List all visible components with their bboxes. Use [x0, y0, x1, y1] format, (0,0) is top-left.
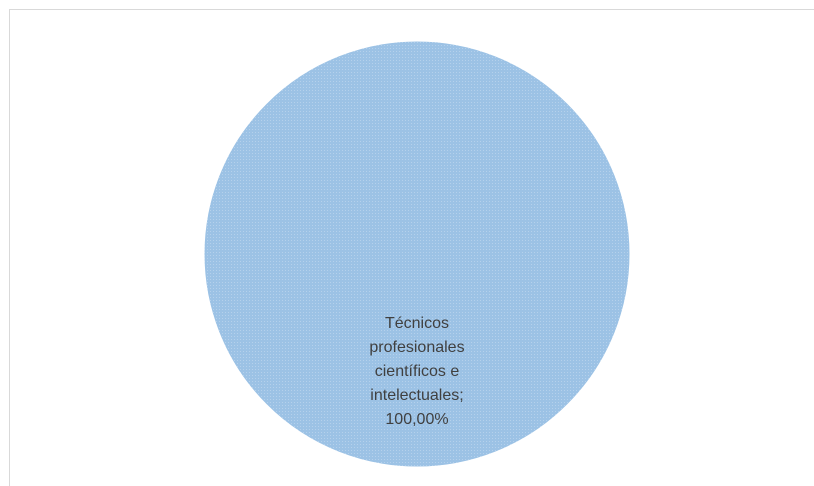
- chart-border: [9, 9, 814, 486]
- category-label: Técnicos profesionales científicos e int…: [369, 315, 465, 404]
- label-separator: ;: [459, 387, 464, 404]
- value-label: 100,00%: [385, 411, 449, 428]
- data-label: Técnicos profesionales científicos e int…: [347, 312, 487, 432]
- slice-texture: [204, 41, 630, 467]
